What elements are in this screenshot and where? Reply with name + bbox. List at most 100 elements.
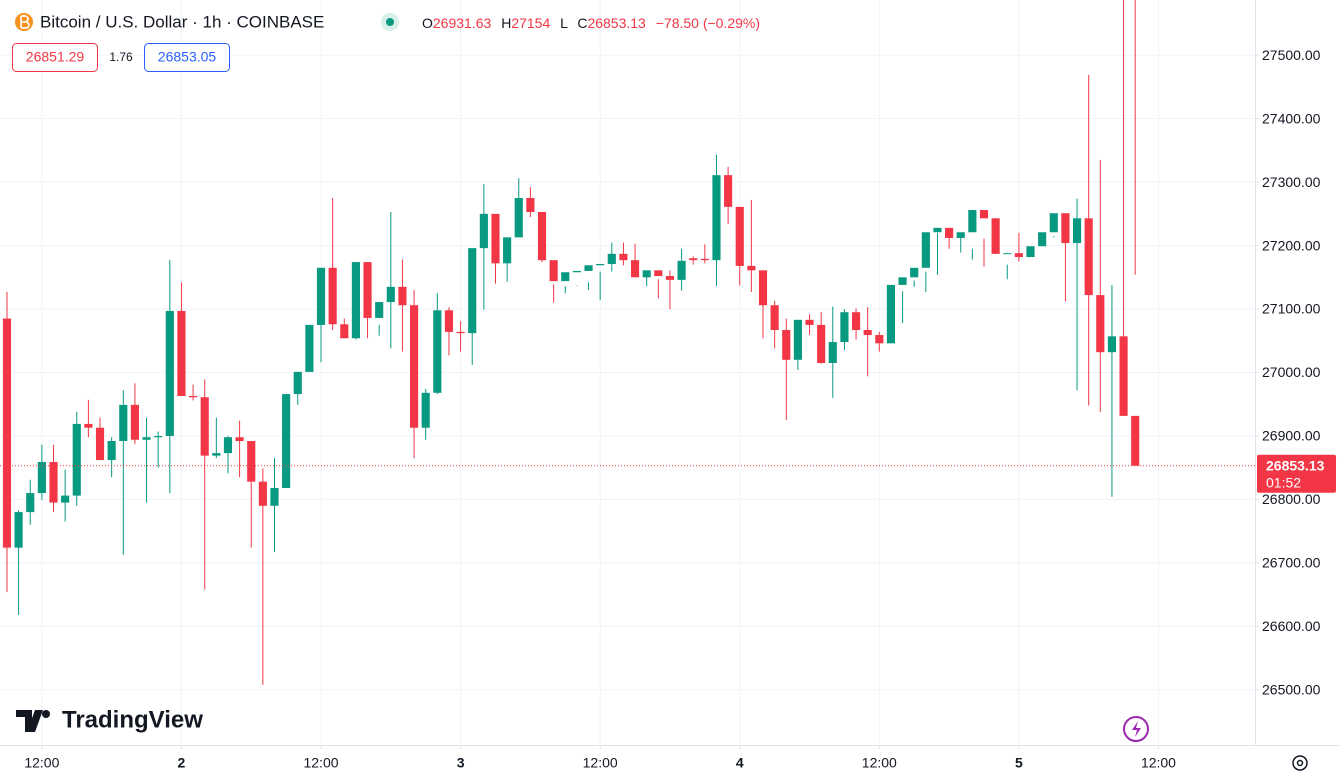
candle-body xyxy=(61,495,70,503)
candle-body xyxy=(165,310,174,436)
ohlc-change: −78.50 (−0.29%) xyxy=(656,15,760,31)
candle-body xyxy=(1061,213,1070,244)
candle-body xyxy=(444,310,454,332)
x-tick-label: 12:00 xyxy=(24,755,59,771)
candles xyxy=(0,0,1255,685)
y-tick-label: 26800.00 xyxy=(1262,491,1321,507)
candle-body xyxy=(758,270,768,306)
x-tick-label: 4 xyxy=(736,755,744,771)
candle-body xyxy=(561,272,570,282)
y-tick-label: 26700.00 xyxy=(1262,555,1321,571)
market-status-dot[interactable] xyxy=(386,18,394,26)
settings-icon-center[interactable] xyxy=(1296,759,1304,767)
candle-body xyxy=(351,262,360,339)
spread: 1.76 xyxy=(109,50,133,64)
bid-price[interactable]: 26851.29 xyxy=(26,49,85,65)
overlay: Bitcoin / U.S. Dollar · 1h · COINBASE O2… xyxy=(12,12,1308,771)
candle-body xyxy=(921,232,930,268)
candle-body xyxy=(572,270,581,273)
candle-body xyxy=(630,260,640,278)
candle-body xyxy=(933,227,942,233)
candle-body xyxy=(584,265,593,271)
candle-body xyxy=(607,253,616,264)
settings-icon[interactable] xyxy=(1292,755,1308,771)
candle-body xyxy=(433,310,442,393)
candle-body xyxy=(119,404,128,442)
candle-body xyxy=(712,175,721,261)
logo-mark xyxy=(16,710,43,732)
ohlc-value: 26853.13 xyxy=(587,15,646,31)
candle-body xyxy=(910,267,919,278)
candle-body xyxy=(875,335,884,344)
candle-body xyxy=(130,404,139,440)
candle-body xyxy=(72,423,81,496)
candle-body xyxy=(945,227,954,238)
candle-body xyxy=(549,260,558,282)
candle-body xyxy=(189,395,198,398)
ask-box[interactable] xyxy=(144,43,230,72)
last-price-box xyxy=(1257,454,1336,493)
candle-body xyxy=(456,331,465,334)
x-tick-label: 5 xyxy=(1015,755,1023,771)
candle-body xyxy=(782,329,791,360)
candle-body xyxy=(828,342,837,363)
candle-body xyxy=(293,371,302,395)
candle-body xyxy=(1072,218,1082,244)
candle-body xyxy=(37,461,46,494)
candle-body xyxy=(677,260,686,280)
y-tick-label: 27200.00 xyxy=(1262,237,1321,253)
ohlc-label: L xyxy=(560,15,568,31)
candle-body xyxy=(282,394,291,488)
candle-body xyxy=(1038,232,1047,247)
y-tick-label: 27500.00 xyxy=(1262,47,1321,63)
candle-body xyxy=(724,175,733,207)
candle-body xyxy=(409,305,419,428)
x-tick-label: 12:00 xyxy=(583,755,618,771)
grid xyxy=(0,0,1259,749)
bid-box[interactable] xyxy=(12,43,98,72)
candle-body xyxy=(735,206,744,266)
candle-body xyxy=(665,276,675,280)
x-tick-label: 12:00 xyxy=(303,755,338,771)
x-tick-label: 12:00 xyxy=(862,755,897,771)
candle-body xyxy=(107,441,116,461)
alert-bolt[interactable] xyxy=(1132,721,1141,737)
candle-body xyxy=(619,253,628,261)
ohlc-label: O xyxy=(422,15,433,31)
candle-body xyxy=(479,213,488,249)
y-tick-label: 27000.00 xyxy=(1262,364,1321,380)
candle-body xyxy=(305,324,314,372)
candle-body xyxy=(817,324,826,363)
ohlc-label: C xyxy=(577,15,587,31)
candle-body xyxy=(375,302,384,318)
candle-body xyxy=(514,197,523,238)
candle-body xyxy=(1084,218,1093,296)
candle-body xyxy=(1107,336,1117,353)
candle-body xyxy=(863,329,872,336)
candle-body xyxy=(340,324,349,339)
candle-body xyxy=(421,392,430,428)
x-tick-label: 12:00 xyxy=(1141,755,1176,771)
candle-body xyxy=(1119,336,1128,416)
candle-body xyxy=(642,270,651,278)
candle-body xyxy=(991,218,1000,254)
candle-body xyxy=(142,437,151,440)
candle-body xyxy=(200,397,209,456)
candle-body xyxy=(26,493,35,513)
ask-price[interactable]: 26853.05 xyxy=(158,49,217,65)
candle-body xyxy=(258,481,267,506)
candle-body xyxy=(654,270,663,277)
candle-body xyxy=(1131,415,1140,466)
candle-body xyxy=(49,461,58,503)
y-tick-label: 26600.00 xyxy=(1262,618,1321,634)
y-tick-label: 27100.00 xyxy=(1262,301,1321,317)
candle-body xyxy=(14,512,23,548)
candle-body xyxy=(1014,253,1023,258)
ohlc-value: 26931.63 xyxy=(433,15,492,31)
y-tick-label: 27400.00 xyxy=(1262,110,1321,126)
candle-body xyxy=(596,263,605,266)
y-tick-label: 27300.00 xyxy=(1262,174,1321,190)
